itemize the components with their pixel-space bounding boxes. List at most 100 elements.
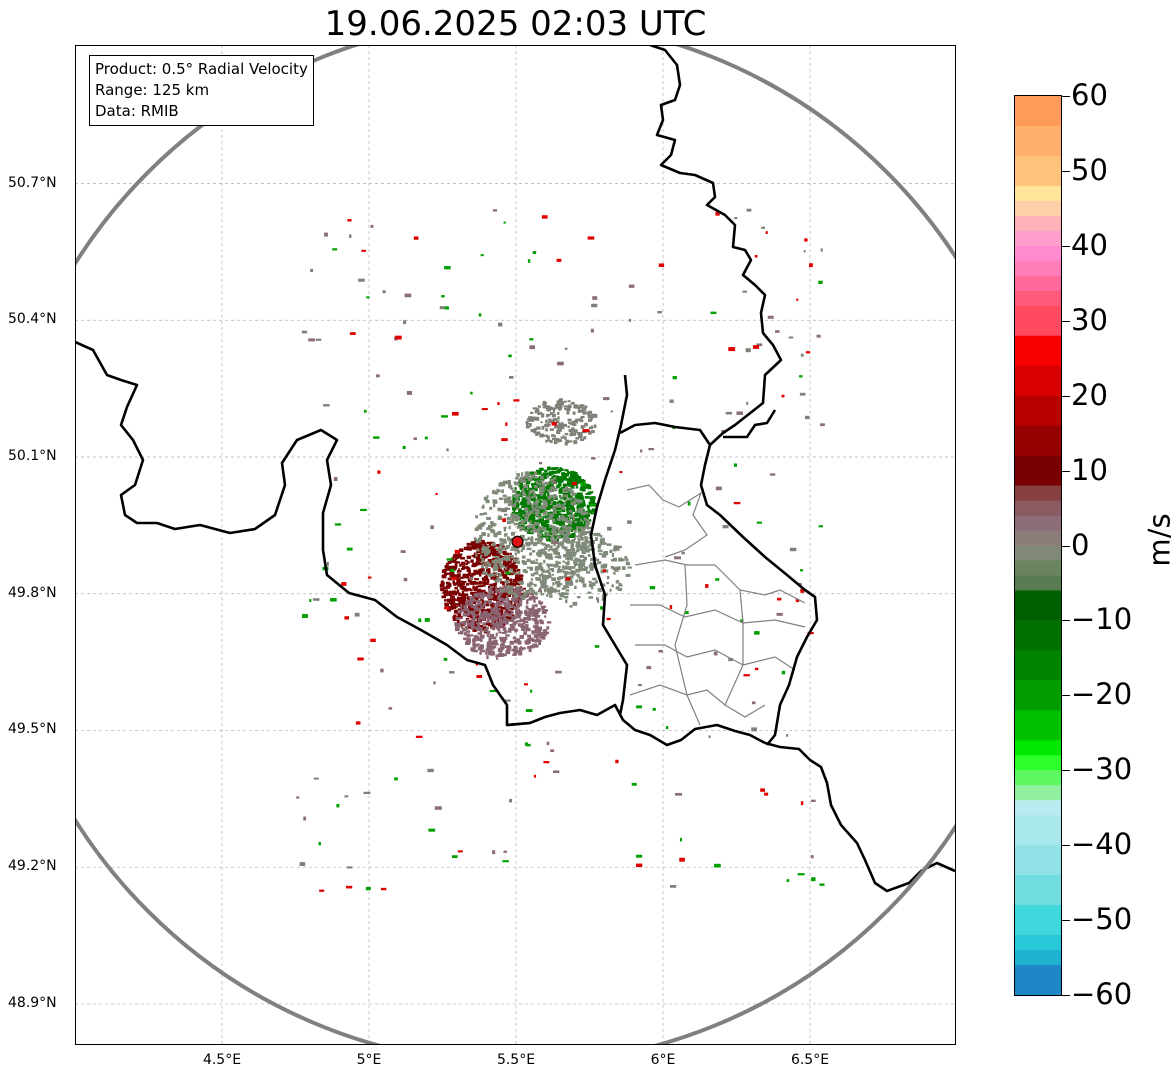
echo-pixel — [536, 469, 542, 474]
echo-pixel — [452, 617, 456, 621]
echo-pixel — [578, 507, 584, 512]
echo-pixel — [582, 499, 586, 504]
echo-pixel — [553, 551, 559, 555]
echo-pixel — [542, 472, 547, 475]
echo-pixel — [588, 583, 594, 588]
echo-pixel — [491, 587, 497, 591]
radar-site-marker[interactable] — [511, 535, 524, 548]
echo-pixel — [528, 505, 534, 509]
echo-pixel — [533, 492, 537, 496]
echo-pixel — [573, 429, 578, 433]
echo-pixel — [548, 419, 554, 423]
echo-pixel — [551, 422, 557, 426]
echo-pixel — [574, 420, 579, 424]
echo-pixel — [476, 674, 483, 678]
radar-map[interactable] — [75, 45, 956, 1045]
echo-pixel — [681, 551, 685, 555]
echo-pixel — [540, 582, 545, 586]
echo-pixel — [515, 609, 519, 613]
echo-pixel — [486, 594, 491, 597]
echo-pixel — [486, 621, 490, 624]
echo-pixel — [581, 485, 585, 489]
colorbar-tick-label: −40 — [1071, 827, 1133, 862]
echo-pixel — [330, 597, 337, 602]
echo-pixel — [507, 583, 513, 586]
echo-pixel — [545, 536, 549, 540]
echo-pixel — [570, 497, 575, 500]
echo-pixel — [544, 469, 548, 473]
echo-pixel — [456, 580, 461, 583]
echo-pixel — [541, 486, 546, 490]
echo-pixel — [458, 598, 463, 602]
echo-pixel — [502, 592, 506, 597]
echo-pixel — [358, 278, 365, 282]
echo-pixel — [539, 537, 544, 541]
echo-pixel — [459, 585, 465, 590]
echo-pixel — [507, 599, 511, 604]
colorbar-tick-label: 0 — [1071, 527, 1090, 562]
echo-pixel — [572, 423, 577, 427]
echo-pixel — [558, 490, 563, 494]
echo-pixel — [751, 701, 756, 705]
echo-pixel — [476, 542, 481, 546]
echo-pixel — [580, 517, 584, 520]
echo-pixel — [360, 508, 367, 512]
echo-pixel — [589, 417, 594, 420]
echo-pixel — [542, 581, 547, 585]
echo-pixel — [592, 577, 597, 581]
echo-pixel — [537, 541, 540, 545]
echo-pixel — [568, 534, 572, 538]
echo-pixel — [514, 514, 519, 518]
echo-pixel — [669, 399, 674, 403]
echo-pixel — [569, 520, 573, 525]
colorbar-tick-mark — [1062, 320, 1070, 322]
echo-pixel — [549, 586, 554, 590]
echo-pixel — [500, 547, 506, 551]
echo-pixel — [508, 627, 513, 631]
echo-pixel — [574, 522, 580, 527]
echo-pixel — [492, 549, 497, 553]
echo-pixel — [406, 390, 413, 395]
echo-pixel — [522, 569, 527, 573]
echo-pixel — [470, 647, 475, 651]
echo-pixel — [508, 537, 513, 542]
echo-pixel — [516, 498, 519, 502]
echo-pixel — [539, 467, 544, 471]
echo-pixel — [537, 516, 543, 519]
echo-pixel — [547, 492, 550, 497]
echo-pixel — [490, 633, 495, 638]
echo-pixel — [561, 520, 565, 524]
echo-pixel — [483, 553, 488, 557]
echo-pixel — [318, 841, 321, 846]
echo-pixel — [537, 639, 542, 643]
echo-pixel — [502, 565, 506, 568]
echo-pixel — [516, 483, 520, 486]
echo-pixel — [579, 486, 582, 491]
colorbar-band — [1015, 230, 1061, 247]
lon-tick-label: 6.5°E — [790, 1052, 830, 1068]
echo-pixel — [558, 422, 561, 425]
echo-pixel — [473, 581, 479, 585]
echo-pixel — [494, 579, 499, 583]
echo-pixel — [584, 543, 587, 547]
echo-pixel — [507, 630, 512, 633]
echo-pixel — [530, 496, 534, 499]
echo-pixel — [510, 585, 513, 590]
echo-pixel — [505, 571, 511, 575]
echo-pixel — [402, 445, 406, 450]
echo-pixel — [480, 551, 483, 554]
echo-pixel — [444, 306, 449, 310]
echo-pixel — [613, 572, 616, 575]
echo-pixel — [542, 475, 547, 480]
echo-pixel — [491, 619, 495, 624]
echo-pixel — [581, 542, 585, 547]
echo-pixel — [525, 482, 529, 485]
echo-pixel — [537, 629, 542, 633]
echo-pixel — [554, 555, 560, 558]
echo-pixel — [525, 709, 533, 713]
echo-pixel — [566, 478, 570, 482]
echo-pixel — [309, 599, 312, 602]
echo-pixel — [524, 624, 529, 629]
echo-pixel — [524, 640, 528, 644]
echo-pixel — [520, 480, 524, 483]
